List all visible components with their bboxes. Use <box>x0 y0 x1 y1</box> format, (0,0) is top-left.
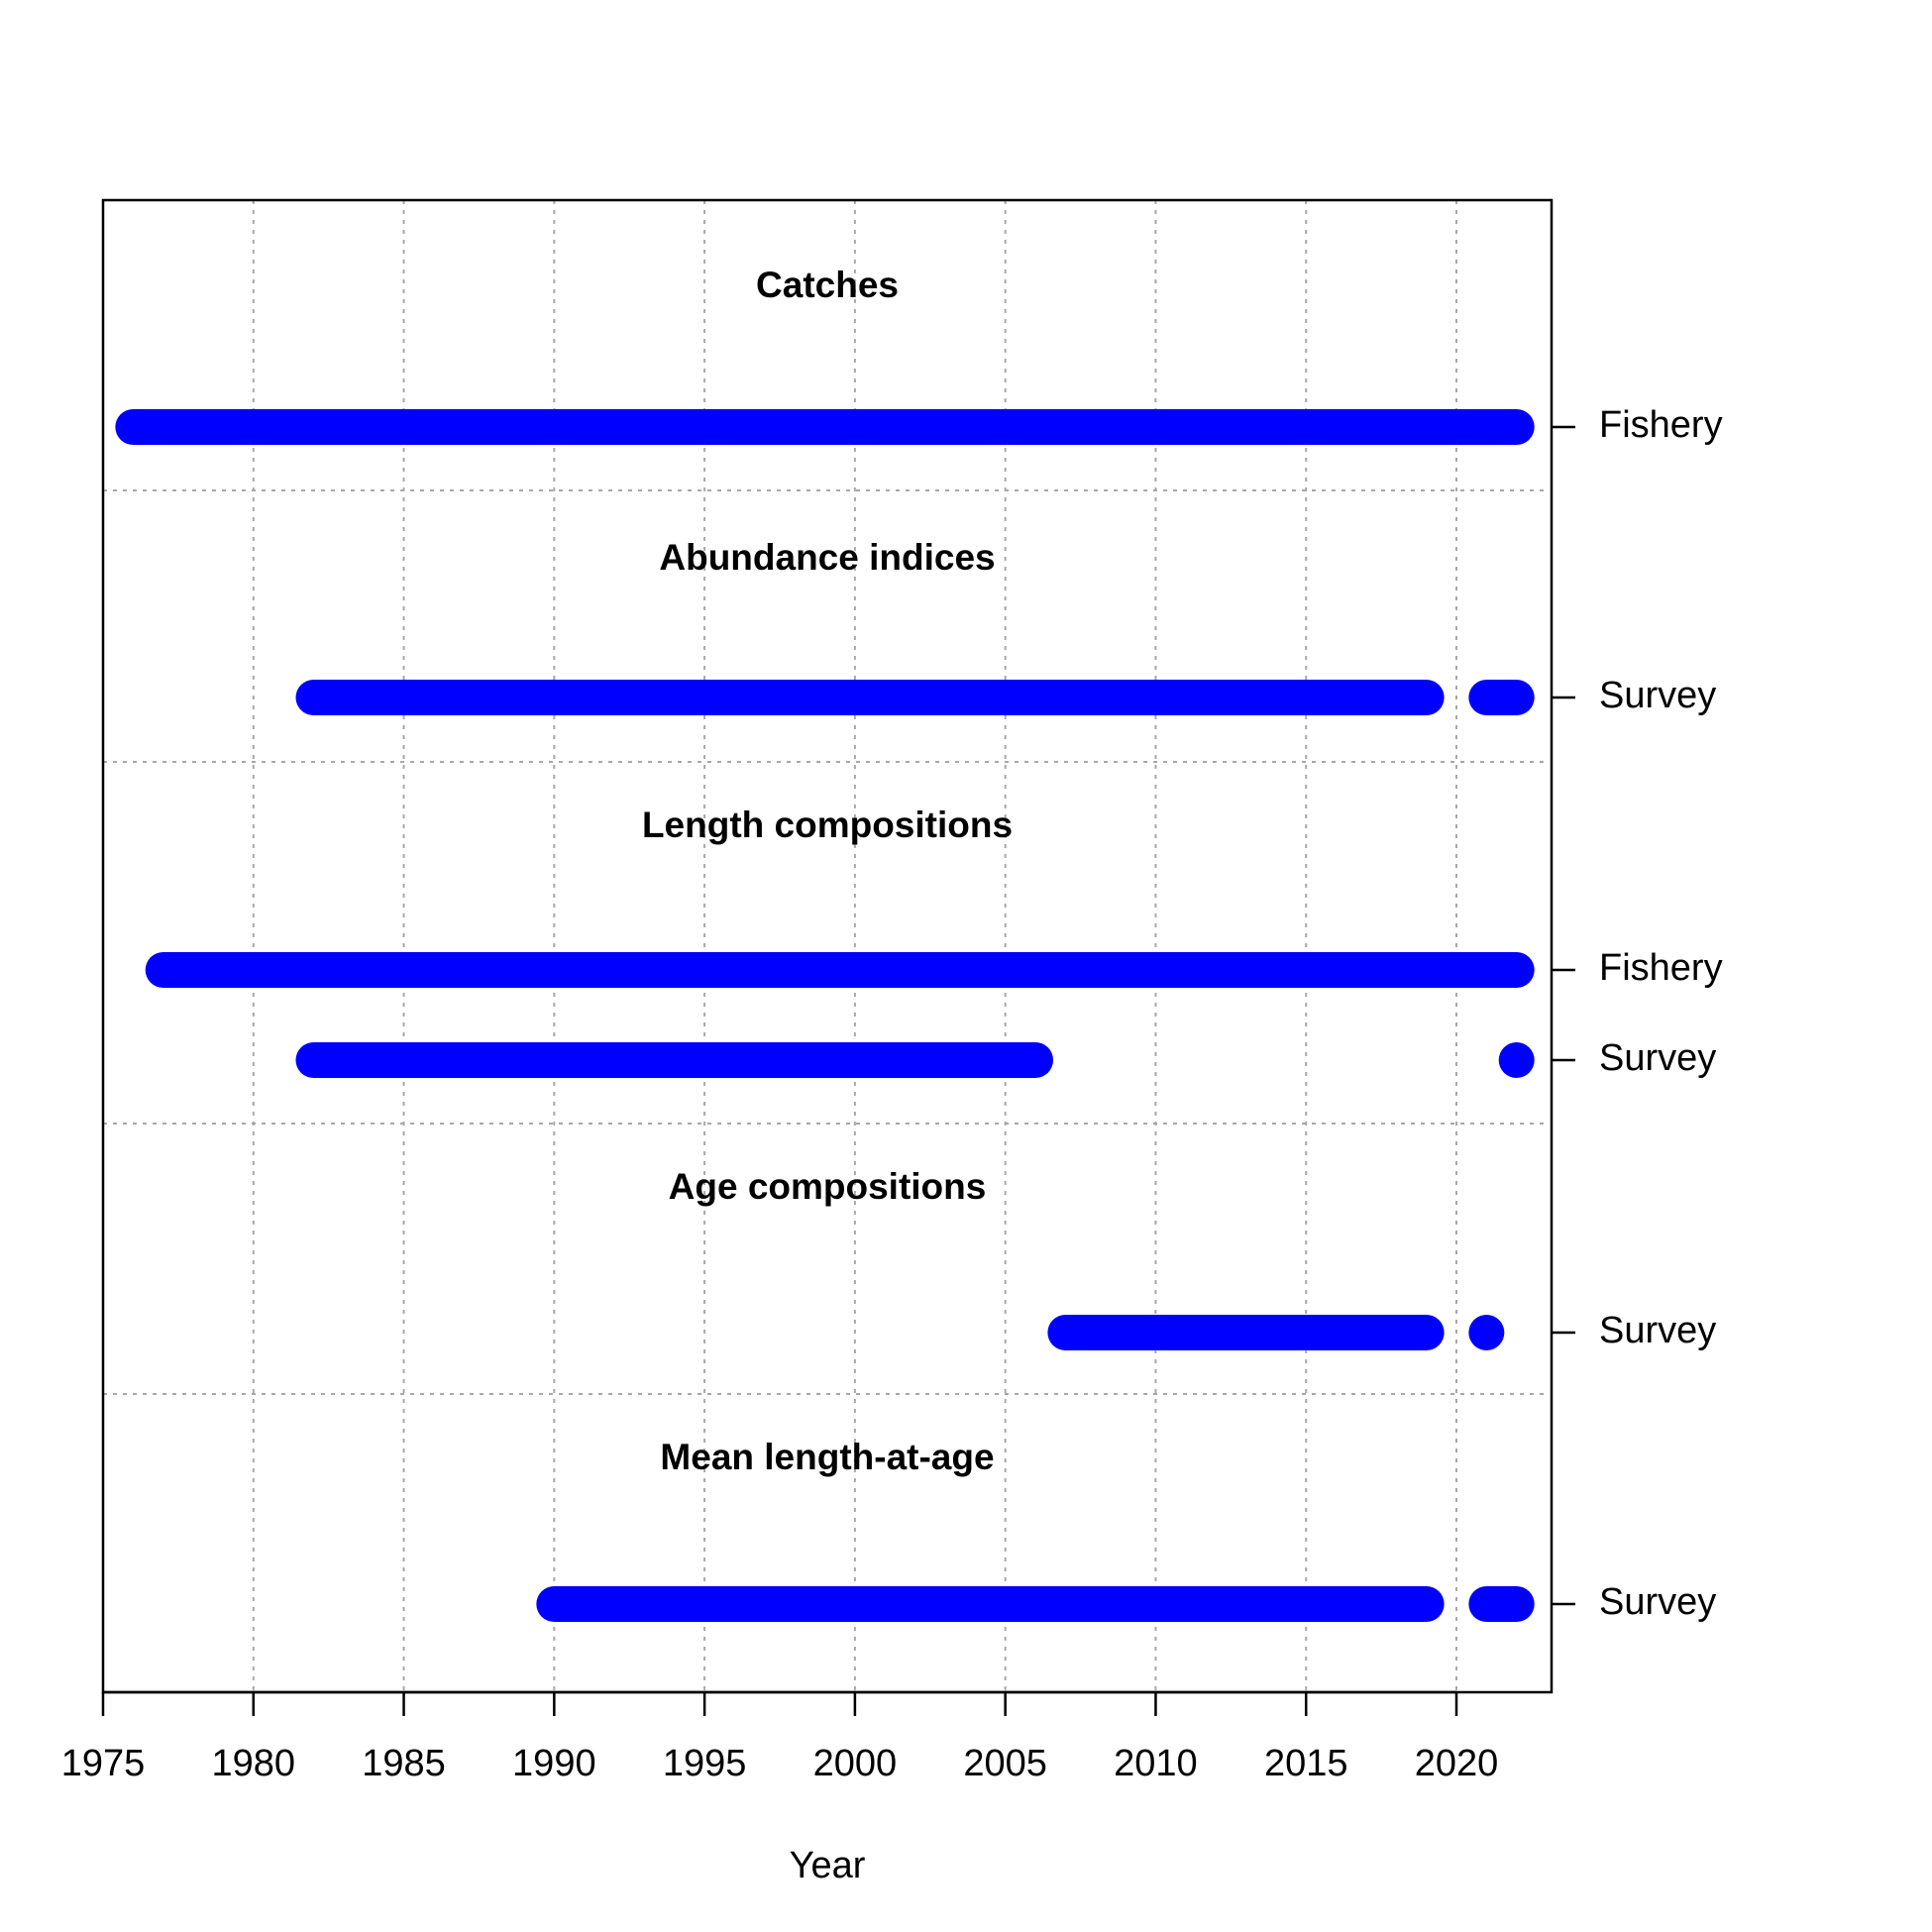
x-tick-label: 1995 <box>663 1743 747 1784</box>
x-tick-label: 2010 <box>1114 1743 1198 1784</box>
section-title: Age compositions <box>669 1166 987 1207</box>
y-axis-right: Fishery Survey Fishery Survey Survey Survey <box>1552 404 1723 1623</box>
grid-layer <box>103 200 1544 1692</box>
row-label-fishery: Fishery <box>1599 404 1723 446</box>
x-tick-label: 2005 <box>963 1743 1047 1784</box>
row-label-survey: Survey <box>1599 1037 1716 1079</box>
row-label-survey: Survey <box>1599 1310 1716 1351</box>
bars-layer <box>115 409 1535 1622</box>
x-tick-label: 1975 <box>61 1743 146 1784</box>
x-tick-label: 1980 <box>212 1743 296 1784</box>
x-tick-label: 1990 <box>512 1743 596 1784</box>
section-titles: Catches Abundance indices Length compositi… <box>642 265 1013 1477</box>
x-tick-label: 2000 <box>813 1743 898 1784</box>
x-tick-label: 1985 <box>362 1743 446 1784</box>
section-title: Abundance indices <box>659 537 995 578</box>
x-axis: 1975 1980 1985 1990 1995 2000 2005 2010 2015 2020 <box>61 1690 1499 1784</box>
row-label-survey: Survey <box>1599 1581 1716 1623</box>
section-title: Length compositions <box>642 805 1013 845</box>
x-tick-label: 2015 <box>1264 1743 1348 1784</box>
row-label-survey: Survey <box>1599 675 1716 716</box>
row-label-fishery: Fishery <box>1599 947 1723 989</box>
section-title: Catches <box>756 265 899 305</box>
x-axis-title: Year <box>790 1845 866 1886</box>
section-title: Mean length-at-age <box>660 1437 994 1477</box>
x-tick-label: 2020 <box>1415 1743 1499 1784</box>
